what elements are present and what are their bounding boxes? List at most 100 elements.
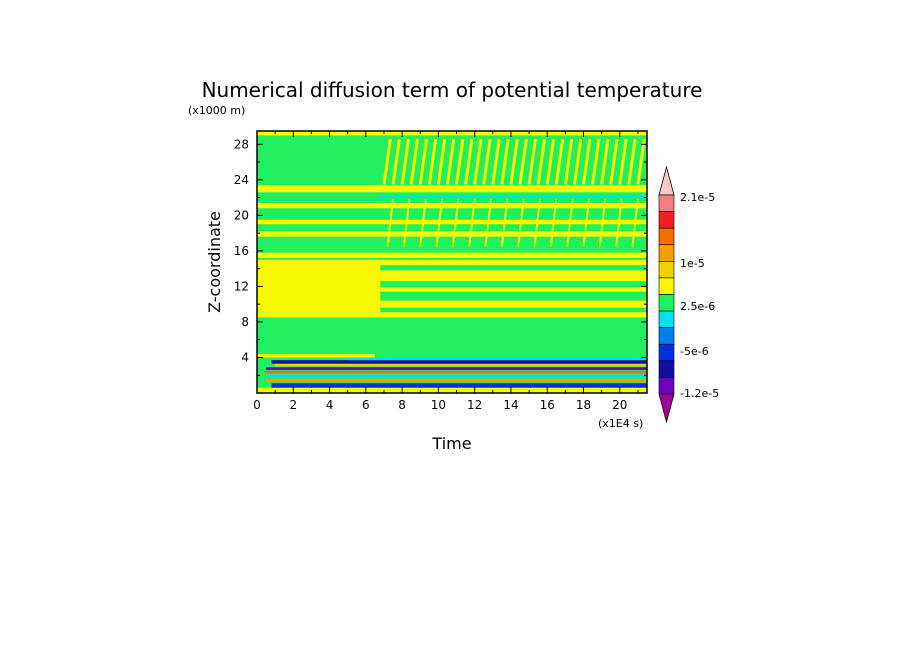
contour-streak	[615, 199, 623, 247]
contour-band	[380, 287, 647, 292]
y-tick-label: 8	[241, 315, 249, 329]
contour-band	[267, 374, 647, 378]
colorbar-label: -1.2e-5	[680, 387, 719, 400]
colorbar-segment	[658, 294, 675, 312]
contour-streak	[566, 199, 574, 247]
contour-streak	[554, 138, 565, 185]
y-axis: 4 8 12 16 20 24 28	[234, 137, 647, 376]
contour-streak	[582, 138, 592, 185]
contour-streak	[518, 138, 528, 185]
contour-streak	[482, 138, 492, 185]
contour-streak	[419, 199, 427, 247]
contour-band	[257, 259, 381, 313]
y-tick-label: 20	[234, 208, 249, 222]
contour-streak	[436, 138, 447, 185]
contour-streak	[545, 138, 556, 185]
y-tick-label: 4	[241, 350, 249, 364]
x-tick-label: 8	[398, 398, 406, 412]
x-tick-label: 0	[253, 398, 261, 412]
contour-streak	[509, 138, 519, 185]
y-tick-label: 28	[234, 137, 249, 151]
plot-area	[257, 131, 647, 393]
y-axis-unit: (x1000 m)	[188, 104, 245, 117]
contour-streak	[533, 199, 541, 247]
contour-band	[257, 202, 647, 209]
colorbar-label: 1e-5	[680, 257, 705, 270]
contour-streak	[598, 199, 607, 247]
y-tick-label: 24	[234, 173, 249, 187]
colorbar-segment	[658, 227, 675, 246]
contour-streak	[468, 199, 476, 247]
contour-streak	[402, 199, 411, 247]
contour-band	[257, 131, 647, 136]
contour-streak	[609, 138, 619, 185]
x-tick-label: 12	[467, 398, 482, 412]
contour-streak	[631, 199, 639, 247]
contour-streak	[636, 138, 646, 185]
contour-band	[266, 378, 647, 383]
contour-band	[264, 370, 647, 374]
contour-band	[257, 231, 647, 237]
contour-streak	[409, 138, 420, 185]
contour-streak	[400, 138, 410, 185]
contour-streak	[455, 138, 465, 185]
contour-band	[271, 360, 647, 364]
contour-band	[380, 194, 647, 198]
x-tick-label: 2	[289, 398, 297, 412]
contour-streak	[517, 199, 525, 247]
contour-streak	[627, 138, 637, 185]
contour-streak	[451, 199, 460, 247]
contour-streak	[418, 138, 429, 185]
colorbar-label: 2.5e-6	[680, 300, 715, 313]
contour-band	[275, 363, 647, 367]
colorbar-segment	[658, 277, 675, 295]
contour-streak	[563, 138, 574, 185]
colorbar-segment	[658, 244, 675, 262]
contour-streak	[500, 138, 510, 185]
contour-streak	[427, 138, 438, 185]
contour-band	[380, 259, 647, 266]
contour-band	[257, 312, 647, 318]
colorbar-segment	[658, 343, 675, 362]
colorbar-bottom-triangle	[658, 393, 675, 424]
contour-streak	[591, 138, 601, 185]
y-tick-label: 16	[234, 244, 249, 258]
contour-band	[271, 383, 647, 388]
y-axis-label: Z-coordinate	[205, 211, 224, 313]
contour-streak	[500, 199, 509, 247]
contour-band	[257, 252, 647, 259]
contour-band	[347, 357, 647, 361]
colorbar-segment	[658, 310, 675, 328]
x-axis: 0 2 4 6 8 10 12 14 16 18 20	[253, 131, 639, 412]
x-tick-label: 6	[362, 398, 370, 412]
contour-band	[257, 387, 647, 393]
colorbar-segment	[658, 211, 675, 229]
contour-streak	[572, 138, 583, 185]
contour-streak	[491, 138, 501, 185]
y-tick-label: 12	[234, 279, 249, 293]
colorbar-segment	[658, 377, 675, 395]
x-tick-label: 16	[540, 398, 555, 412]
colorbar-label: -5e-6	[680, 345, 709, 358]
contour-streak	[600, 138, 610, 185]
colorbar: 2.1e-5 1e-5 2.5e-6 -5e-6 -1.2e-5	[658, 165, 719, 424]
contour-streak	[484, 199, 492, 247]
contour-band	[266, 367, 647, 370]
x-tick-label: 20	[612, 398, 627, 412]
contour-band	[380, 300, 647, 308]
colorbar-segment	[658, 261, 675, 279]
contour-streak	[464, 138, 474, 185]
colorbar-segment	[658, 360, 675, 378]
contour-streak	[382, 138, 392, 185]
contour-streak	[527, 138, 537, 185]
contour-band	[380, 270, 647, 282]
contour-band	[257, 353, 375, 358]
x-tick-label: 18	[576, 398, 591, 412]
contour-streak	[391, 138, 401, 185]
colorbar-top-triangle	[658, 165, 675, 196]
contour-streak	[445, 138, 456, 185]
contour-streak	[618, 138, 628, 185]
contour-streak	[435, 199, 444, 247]
plot-frame	[256, 130, 648, 394]
